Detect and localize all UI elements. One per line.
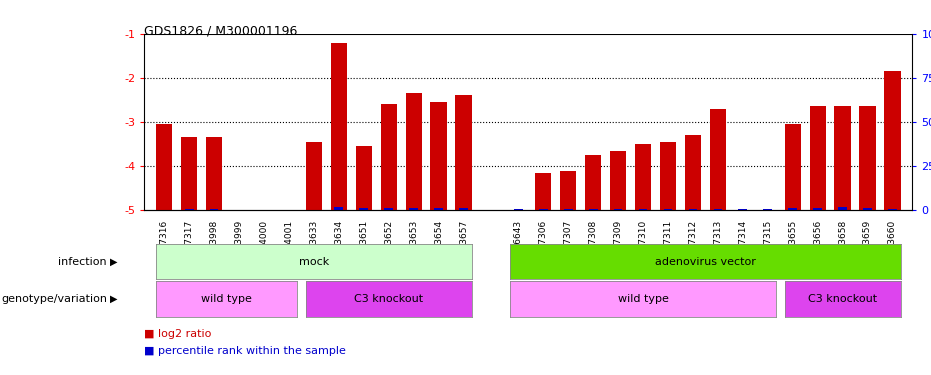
Text: ▶: ▶ (110, 294, 117, 304)
Text: GDS1826 / M300001196: GDS1826 / M300001196 (144, 24, 298, 38)
Bar (334, 207, 344, 210)
Bar (664, 209, 672, 210)
Bar (560, 171, 576, 210)
Bar (564, 209, 573, 210)
Bar (535, 172, 551, 210)
Text: mock: mock (299, 256, 329, 267)
Bar (385, 208, 393, 210)
Text: ■ percentile rank within the sample: ■ percentile rank within the sample (144, 346, 346, 356)
Bar (859, 106, 875, 210)
Bar (713, 209, 722, 210)
Text: ▶: ▶ (110, 256, 117, 267)
Bar (588, 209, 598, 210)
Bar (709, 109, 726, 210)
Bar (738, 209, 748, 210)
Bar (459, 208, 468, 210)
Bar (434, 208, 443, 210)
Bar (814, 208, 822, 210)
Bar (410, 208, 418, 210)
Text: C3 knockout: C3 knockout (808, 294, 877, 304)
Bar (156, 124, 172, 210)
Bar (888, 209, 897, 210)
Bar (639, 209, 647, 210)
Bar (763, 209, 772, 210)
Bar (863, 208, 871, 210)
Bar (356, 146, 371, 210)
Text: infection: infection (59, 256, 107, 267)
Bar (305, 142, 322, 210)
Bar (185, 209, 194, 210)
Bar (209, 209, 219, 210)
Bar (585, 155, 601, 210)
Bar (206, 137, 223, 210)
Bar (455, 96, 472, 210)
Bar (660, 142, 676, 210)
Bar (689, 209, 697, 210)
Bar (789, 208, 797, 210)
Text: wild type: wild type (617, 294, 668, 304)
Bar (834, 106, 851, 210)
Bar (406, 93, 422, 210)
Bar (610, 150, 627, 210)
Bar (614, 209, 623, 210)
Bar (785, 124, 801, 210)
Bar (430, 102, 447, 210)
Bar (182, 137, 197, 210)
Bar (838, 207, 847, 210)
Text: ■ log2 ratio: ■ log2 ratio (144, 329, 211, 339)
Bar (810, 106, 826, 210)
Text: wild type: wild type (201, 294, 252, 304)
Text: adenovirus vector: adenovirus vector (655, 256, 756, 267)
Bar (359, 208, 368, 210)
Bar (635, 144, 651, 210)
Bar (884, 71, 900, 210)
Text: genotype/variation: genotype/variation (1, 294, 107, 304)
Bar (539, 209, 547, 210)
Bar (381, 104, 397, 210)
Bar (331, 43, 347, 210)
Text: C3 knockout: C3 knockout (354, 294, 424, 304)
Bar (514, 209, 522, 210)
Bar (685, 135, 701, 210)
